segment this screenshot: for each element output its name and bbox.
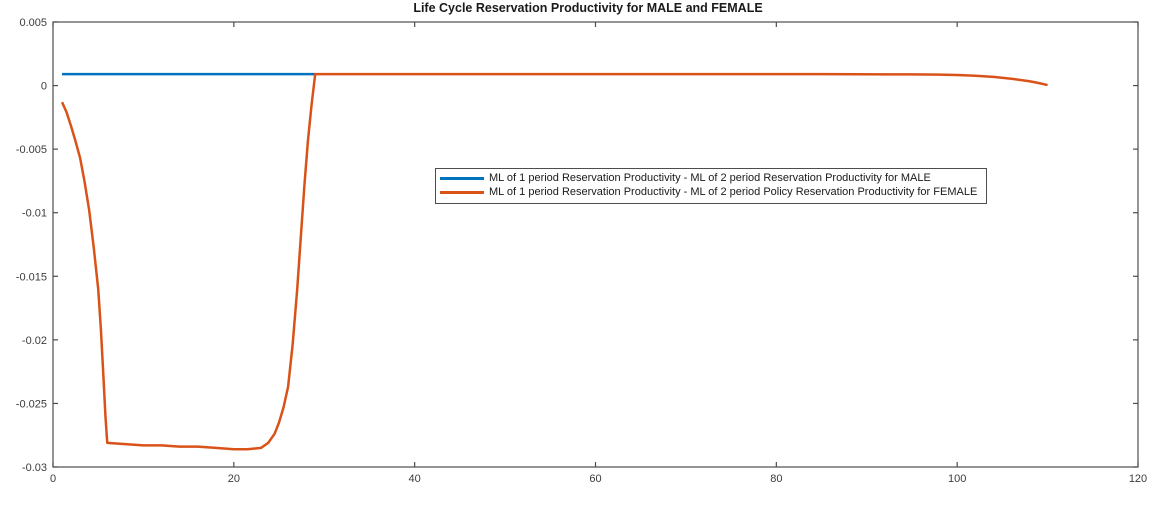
- x-tick-label: 80: [770, 473, 782, 485]
- male-line-swatch: [440, 177, 484, 180]
- x-tick-label: 40: [409, 473, 421, 485]
- y-tick-label: -0.03: [22, 462, 47, 474]
- y-tick-label: -0.02: [22, 335, 47, 347]
- y-tick-label: 0.005: [19, 17, 47, 29]
- x-tick-label: 0: [50, 473, 56, 485]
- legend-item-male: ML of 1 period Reservation Productivity …: [440, 172, 977, 185]
- y-tick-label: -0.005: [16, 144, 47, 156]
- y-tick-label: -0.01: [22, 208, 47, 220]
- x-tick-label: 20: [228, 473, 240, 485]
- y-tick-label: 0: [41, 81, 47, 93]
- axes-box: [52, 21, 1139, 468]
- chart-title: Life Cycle Reservation Productivity for …: [413, 1, 763, 15]
- x-tick-label: 60: [589, 473, 601, 485]
- y-tick-label: -0.015: [16, 271, 47, 283]
- female-line-swatch: [440, 191, 484, 194]
- legend-label-male: ML of 1 period Reservation Productivity …: [489, 172, 931, 184]
- legend-item-female: ML of 1 period Reservation Productivity …: [440, 186, 977, 199]
- y-tick-label: -0.025: [16, 398, 47, 410]
- x-tick-label: 120: [1129, 473, 1147, 485]
- legend-label-female: ML of 1 period Reservation Productivity …: [489, 186, 978, 198]
- x-tick-label: 100: [948, 473, 966, 485]
- series-line-female: [60, 72, 1048, 451]
- legend-box: ML of 1 period Reservation Productivity …: [435, 168, 988, 204]
